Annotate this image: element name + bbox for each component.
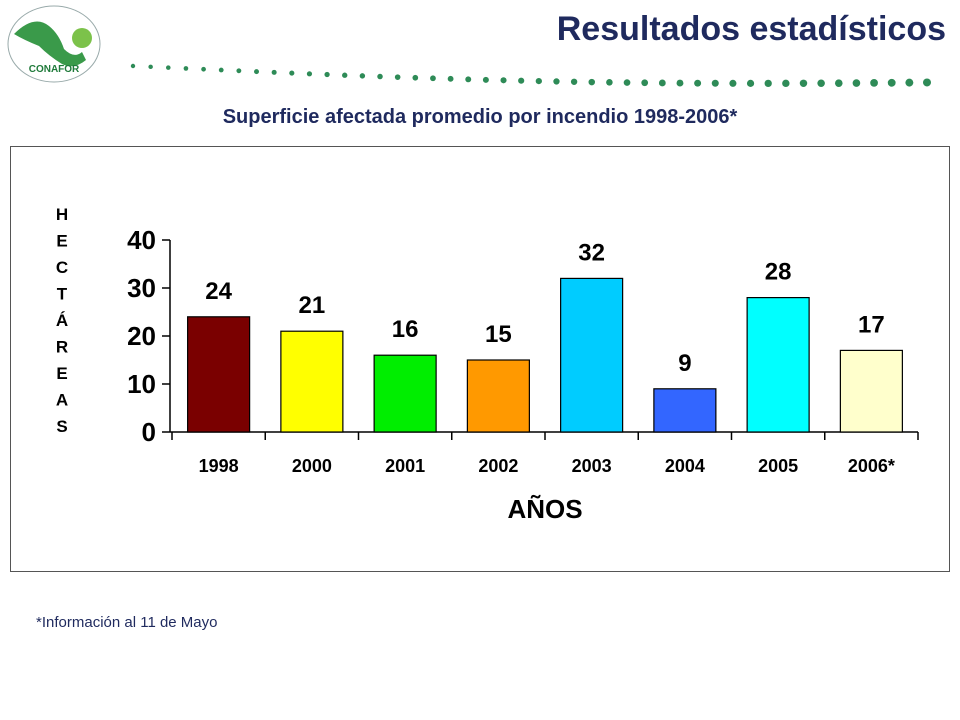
data-label: 24 xyxy=(205,278,232,305)
decorative-dot xyxy=(658,79,666,87)
bar xyxy=(187,316,251,433)
decorative-dot xyxy=(641,79,649,87)
decorative-dot xyxy=(852,79,861,87)
decorative-dot xyxy=(799,79,808,88)
decorative-dots xyxy=(130,63,931,88)
category-label: 2002 xyxy=(478,456,518,476)
bar xyxy=(373,354,437,433)
y-tick-label: 0 xyxy=(142,417,156,447)
chart-title: Superficie afectada promedio por incendi… xyxy=(222,106,738,128)
decorative-dot xyxy=(817,79,825,87)
data-label: 16 xyxy=(392,316,419,343)
category-label: 1998 xyxy=(199,456,239,476)
decorative-dot xyxy=(588,78,595,86)
bar xyxy=(466,359,530,433)
decorative-dot xyxy=(289,70,295,76)
decorative-dot xyxy=(711,79,719,87)
decorative-dot xyxy=(764,79,772,88)
decorative-dot xyxy=(606,79,613,86)
decorative-dot xyxy=(447,75,454,82)
decorative-dot xyxy=(870,79,878,87)
decorative-dot xyxy=(377,73,383,80)
bar xyxy=(746,297,810,433)
decorative-dot xyxy=(518,77,525,84)
decorative-dot xyxy=(254,69,259,75)
data-label: 32 xyxy=(578,239,605,266)
y-tick-label: 20 xyxy=(127,321,156,351)
decorative-dot xyxy=(324,71,330,78)
x-axis-title: AÑOS xyxy=(507,494,582,524)
decorative-dot xyxy=(236,68,242,74)
decorative-dot xyxy=(218,67,224,73)
decorative-dot xyxy=(271,69,277,75)
decorative-dot xyxy=(676,79,684,87)
decorative-dot xyxy=(183,66,189,71)
decorative-dot xyxy=(500,77,507,84)
decorative-dot xyxy=(570,78,578,85)
decorative-dot xyxy=(694,79,702,87)
bar xyxy=(653,388,717,433)
decorative-dot xyxy=(201,66,206,72)
bar-chart: 0 10 20 30 40 24 1998 21 2000 16 2001 15 2002 32 2003 9… xyxy=(56,205,919,524)
decorative-dot xyxy=(430,75,436,82)
category-label: 2001 xyxy=(385,456,425,476)
decorative-dot xyxy=(746,79,755,87)
y-tick-label: 40 xyxy=(127,225,156,255)
decorative-dot xyxy=(535,77,542,85)
category-label: 2006* xyxy=(848,456,895,476)
decorative-dot xyxy=(306,71,313,77)
bar xyxy=(280,330,344,433)
data-label: 28 xyxy=(765,259,792,286)
category-label: 2004 xyxy=(665,456,705,476)
y-tick-label: 10 xyxy=(127,369,156,399)
page-title: Resultados estadísticos xyxy=(556,10,946,48)
category-label: 2000 xyxy=(292,456,332,476)
decorative-dot xyxy=(412,74,419,81)
decorative-dot xyxy=(394,74,401,80)
decorative-dot xyxy=(148,64,153,70)
decorative-dot xyxy=(553,78,560,85)
mexico-map-icon xyxy=(7,5,101,83)
decorative-dot xyxy=(623,79,631,86)
decorative-dot xyxy=(465,76,472,83)
logo-text: CONAFOR xyxy=(28,64,80,75)
decorative-dot xyxy=(923,78,931,87)
decorative-dot xyxy=(130,63,136,69)
decorative-dot xyxy=(782,79,790,88)
category-label: 2005 xyxy=(758,456,798,476)
decorative-dot xyxy=(905,78,914,87)
footnote: *Información al 11 de Mayo xyxy=(36,614,218,631)
decorative-dot xyxy=(482,76,489,83)
bar xyxy=(839,349,903,433)
decorative-dot xyxy=(342,72,348,78)
data-label: 17 xyxy=(858,311,885,338)
data-label: 15 xyxy=(485,321,512,348)
category-label: 2003 xyxy=(572,456,612,476)
data-label: 9 xyxy=(678,350,691,377)
bar xyxy=(560,277,624,433)
decorative-dot xyxy=(834,79,843,87)
data-label: 21 xyxy=(299,292,326,319)
decorative-dot xyxy=(166,65,171,70)
decorative-dot xyxy=(887,78,896,87)
decorative-dot xyxy=(729,79,737,87)
conafor-logo: CONAFOR xyxy=(4,4,104,86)
decorative-dot xyxy=(359,73,366,79)
y-tick-label: 30 xyxy=(127,273,156,303)
